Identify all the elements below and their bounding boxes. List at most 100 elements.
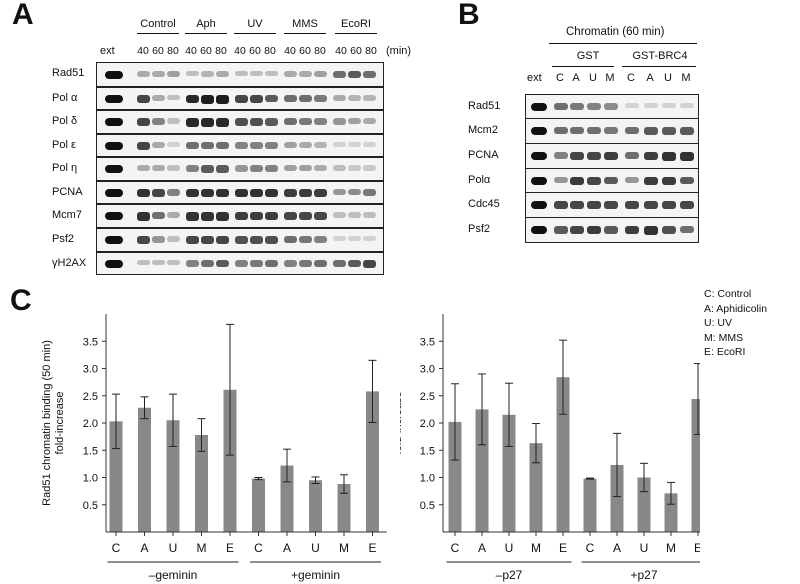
- blot-band-strip: [96, 157, 384, 181]
- sample-band: [680, 103, 694, 109]
- sample-band: [314, 141, 327, 148]
- group-underline: [185, 33, 227, 34]
- sample-band: [625, 226, 639, 235]
- ext-band: [531, 226, 547, 234]
- lane-group-label: UV: [247, 18, 263, 30]
- sample-band: [250, 118, 263, 126]
- sample-band: [604, 103, 618, 110]
- time-label: 40: [335, 45, 347, 57]
- y-tick-label: 2.0: [420, 418, 435, 430]
- sample-band: [363, 70, 376, 78]
- sample-band: [250, 141, 263, 149]
- sample-band: [216, 236, 229, 245]
- sample-band: [333, 118, 346, 125]
- bar: [529, 443, 543, 532]
- sample-band: [186, 236, 199, 245]
- sample-band: [662, 152, 676, 161]
- sample-band: [604, 201, 618, 210]
- sample-band: [235, 70, 248, 77]
- sample-band: [152, 236, 165, 243]
- ext-band: [105, 165, 123, 173]
- legend-item: M: MMS: [704, 331, 744, 344]
- ext-band: [531, 103, 547, 111]
- sample-band: [167, 236, 180, 242]
- blot-band-strip: [525, 217, 699, 243]
- sample-band: [201, 165, 214, 173]
- sample-band: [333, 212, 346, 218]
- time-label: 60: [350, 45, 362, 57]
- sample-band: [333, 70, 346, 78]
- sample-band: [680, 176, 694, 185]
- y-tick-label: 3.0: [83, 364, 98, 376]
- ext-label: ext: [100, 45, 115, 57]
- sample-band: [216, 94, 229, 104]
- ext-band: [531, 127, 547, 135]
- sample-band: [680, 226, 694, 234]
- sample-band: [554, 176, 568, 184]
- group-underline: [335, 33, 377, 34]
- bar: [366, 391, 379, 532]
- sample-band: [265, 259, 278, 267]
- sample-band: [265, 165, 278, 172]
- chromatin-title: Chromatin (60 min): [566, 26, 665, 38]
- sample-band: [167, 118, 180, 124]
- sample-band: [284, 70, 297, 77]
- sample-band: [625, 152, 639, 160]
- sample-band: [299, 141, 312, 148]
- blot-row-label: Pol ε: [52, 139, 76, 151]
- sample-band: [363, 212, 376, 218]
- sample-band: [186, 165, 199, 172]
- sample-band: [265, 118, 278, 126]
- lane-label: A: [646, 72, 654, 84]
- blot-band-strip: [96, 134, 384, 157]
- y-tick-label: 2.5: [420, 391, 435, 403]
- sample-band: [644, 152, 658, 161]
- group-underline: [622, 66, 696, 67]
- sample-band: [216, 259, 229, 268]
- sample-band: [554, 127, 568, 135]
- time-label: 60: [152, 45, 164, 57]
- sample-band: [587, 201, 601, 210]
- sample-band: [299, 212, 312, 221]
- bar: [252, 478, 265, 532]
- bar: [610, 464, 624, 532]
- sample-band: [167, 259, 180, 266]
- time-label: 80: [365, 45, 377, 57]
- category-label: C: [254, 541, 263, 555]
- sample-band: [265, 188, 278, 198]
- ext-band: [105, 236, 123, 244]
- sample-band: [644, 127, 658, 135]
- sample-band: [235, 236, 248, 244]
- sample-band: [587, 176, 601, 185]
- sample-band: [363, 118, 376, 125]
- sample-band: [284, 188, 297, 197]
- sample-band: [363, 94, 376, 101]
- time-label: 80: [167, 45, 179, 57]
- lane-label: C: [627, 72, 635, 84]
- category-label: A: [140, 541, 148, 555]
- lane-label: C: [556, 72, 564, 84]
- sample-band: [284, 118, 297, 126]
- blot-row-label: Pol δ: [52, 115, 78, 127]
- blot-band-strip: [525, 94, 699, 120]
- sample-band: [167, 70, 180, 77]
- ext-band: [105, 212, 123, 220]
- sample-band: [680, 201, 694, 210]
- sample-band: [587, 127, 601, 135]
- blot-band-strip: [96, 181, 384, 204]
- ext-band: [105, 259, 123, 268]
- sample-band: [235, 188, 248, 198]
- category-label: A: [478, 541, 486, 555]
- sample-band: [137, 118, 150, 127]
- blot-row-label: Cdc45: [468, 198, 500, 210]
- sample-band: [167, 94, 180, 101]
- bar: [448, 421, 462, 532]
- blot-row-label: Polα: [468, 174, 491, 186]
- category-label: M: [197, 541, 207, 555]
- category-label: E: [368, 541, 376, 555]
- category-label: U: [505, 541, 514, 555]
- sample-band: [644, 103, 658, 109]
- y-tick-label: 1.0: [420, 473, 435, 485]
- sample-band: [201, 212, 214, 221]
- sample-band: [348, 212, 361, 218]
